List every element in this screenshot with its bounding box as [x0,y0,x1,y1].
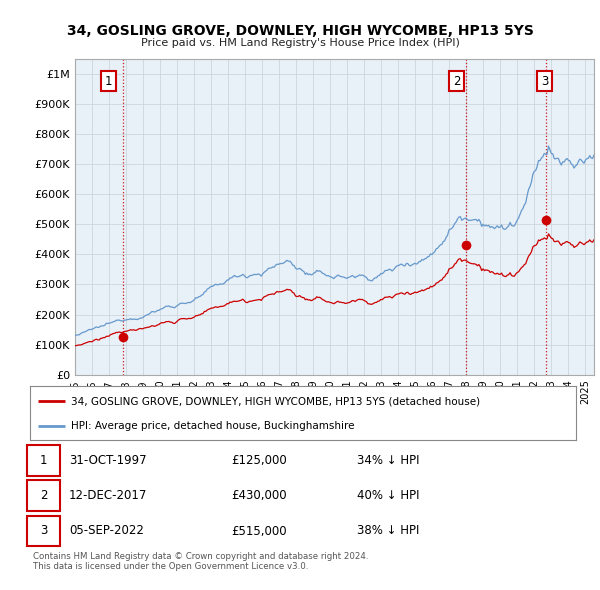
Text: 12-DEC-2017: 12-DEC-2017 [69,489,148,502]
Text: 3: 3 [541,74,548,87]
Text: 1: 1 [105,74,112,87]
Text: 05-SEP-2022: 05-SEP-2022 [69,525,144,537]
Text: 34, GOSLING GROVE, DOWNLEY, HIGH WYCOMBE, HP13 5YS: 34, GOSLING GROVE, DOWNLEY, HIGH WYCOMBE… [67,24,533,38]
Text: 34, GOSLING GROVE, DOWNLEY, HIGH WYCOMBE, HP13 5YS (detached house): 34, GOSLING GROVE, DOWNLEY, HIGH WYCOMBE… [71,396,480,407]
Text: £125,000: £125,000 [231,454,287,467]
Text: £430,000: £430,000 [231,489,287,502]
Text: 34% ↓ HPI: 34% ↓ HPI [357,454,419,467]
Text: 31-OCT-1997: 31-OCT-1997 [69,454,146,467]
Text: 40% ↓ HPI: 40% ↓ HPI [357,489,419,502]
Text: £515,000: £515,000 [231,525,287,537]
Text: 2: 2 [40,489,47,502]
Text: Price paid vs. HM Land Registry's House Price Index (HPI): Price paid vs. HM Land Registry's House … [140,38,460,48]
Text: HPI: Average price, detached house, Buckinghamshire: HPI: Average price, detached house, Buck… [71,421,355,431]
Text: 1: 1 [40,454,47,467]
Text: 3: 3 [40,525,47,537]
Text: Contains HM Land Registry data © Crown copyright and database right 2024.
This d: Contains HM Land Registry data © Crown c… [33,552,368,571]
Text: 2: 2 [453,74,460,87]
Text: 38% ↓ HPI: 38% ↓ HPI [357,525,419,537]
